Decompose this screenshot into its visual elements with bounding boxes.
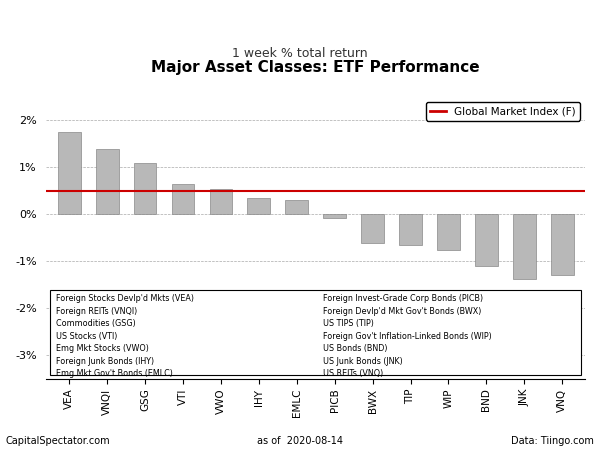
Bar bbox=[437, 214, 460, 250]
Text: 1 week % total return: 1 week % total return bbox=[232, 47, 368, 60]
Bar bbox=[361, 214, 384, 243]
Bar bbox=[323, 214, 346, 218]
Bar bbox=[96, 148, 119, 214]
Bar bbox=[399, 214, 422, 245]
Bar bbox=[513, 214, 536, 279]
Text: Foreign Stocks Devlp'd Mkts (VEA)
Foreign REITs (VNQI)
Commodities (GSG)
US Stoc: Foreign Stocks Devlp'd Mkts (VEA) Foreig… bbox=[56, 294, 194, 378]
Bar bbox=[172, 184, 194, 214]
Text: as of  2020-08-14: as of 2020-08-14 bbox=[257, 436, 343, 446]
Bar bbox=[475, 214, 498, 266]
Bar bbox=[247, 198, 270, 214]
Bar bbox=[551, 214, 574, 274]
Bar bbox=[286, 200, 308, 214]
Text: CapitalSpectator.com: CapitalSpectator.com bbox=[6, 436, 110, 446]
Text: Foreign Invest-Grade Corp Bonds (PICB)
Foreign Devlp'd Mkt Gov't Bonds (BWX)
US : Foreign Invest-Grade Corp Bonds (PICB) F… bbox=[323, 294, 492, 378]
Bar bbox=[134, 163, 157, 214]
FancyBboxPatch shape bbox=[50, 291, 581, 375]
Bar bbox=[58, 132, 80, 214]
Title: Major Asset Classes: ETF Performance: Major Asset Classes: ETF Performance bbox=[151, 60, 480, 75]
Legend: Global Market Index (F): Global Market Index (F) bbox=[426, 102, 580, 121]
Text: Data: Tiingo.com: Data: Tiingo.com bbox=[511, 436, 594, 446]
Bar bbox=[209, 189, 232, 214]
